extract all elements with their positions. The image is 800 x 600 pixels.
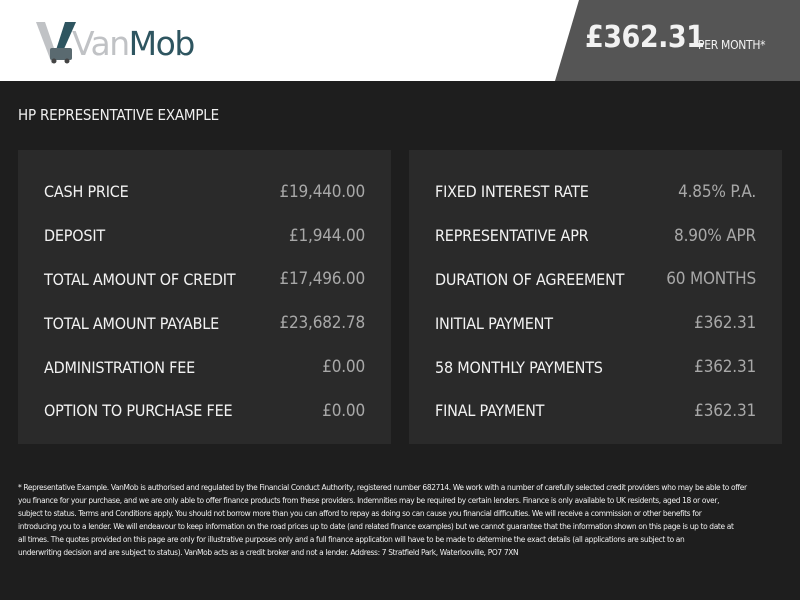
finance-label: INITIAL PAYMENT [435, 313, 553, 333]
finance-row: TOTAL AMOUNT OF CREDIT £17,496.00 [44, 258, 365, 302]
logo-text: VanMob [72, 24, 195, 63]
finance-value: £23,682.78 [279, 313, 365, 334]
finance-value: £0.00 [322, 357, 365, 378]
finance-label: OPTION TO PURCHASE FEE [44, 401, 233, 421]
finance-value: £1,944.00 [288, 225, 365, 246]
disclaimer-line: introducing you to a lender. We will end… [18, 521, 734, 531]
finance-row: TOTAL AMOUNT PAYABLE £23,682.78 [44, 301, 365, 345]
finance-label: ADMINISTRATION FEE [44, 357, 196, 377]
finance-label: FINAL PAYMENT [435, 401, 545, 421]
finance-label: REPRESENTATIVE APR [435, 226, 589, 246]
finance-value: £19,440.00 [279, 181, 365, 202]
finance-value: 8.90% APR [674, 225, 756, 246]
finance-panel-right: FIXED INTEREST RATE 4.85% P.A. REPRESENTAT… [409, 150, 782, 444]
finance-row: REPRESENTATIVE APR 8.90% APR [435, 214, 756, 258]
finance-value: £0.00 [322, 400, 365, 421]
disclaimer-line: all times. The quotes provided on this p… [18, 534, 685, 544]
finance-panel-left: CASH PRICE £19,440.00 DEPOSIT £1,944.00 TOTA… [18, 150, 391, 444]
finance-row: FINAL PAYMENT £362.31 [435, 389, 756, 433]
finance-row: CASH PRICE £19,440.00 [44, 170, 365, 214]
disclaimer-line: subject to status. Terms and Conditions … [18, 508, 702, 518]
monthly-price-box: £362.31 PER MONTH* [555, 0, 800, 81]
finance-label: FIXED INTEREST RATE [435, 182, 589, 202]
per-month-label: PER MONTH* [698, 38, 766, 52]
vanmob-logo[interactable]: VanMob [36, 18, 195, 64]
monthly-price: £362.31 [585, 20, 705, 55]
header: VanMob £362.31 PER MONTH* [0, 0, 800, 81]
finance-row: 58 MONTHLY PAYMENTS £362.31 [435, 345, 756, 389]
disclaimer-line: you finance for your purchase, and we ar… [18, 495, 720, 505]
finance-label: CASH PRICE [44, 182, 129, 202]
finance-label: TOTAL AMOUNT PAYABLE [44, 313, 219, 333]
finance-label: 58 MONTHLY PAYMENTS [435, 357, 603, 377]
disclaimer: * Representative Example. VanMob is auth… [18, 481, 788, 559]
finance-value: 60 MONTHS [666, 269, 756, 290]
finance-row: FIXED INTEREST RATE 4.85% P.A. [435, 170, 756, 214]
finance-label: DEPOSIT [44, 226, 105, 246]
finance-row: DURATION OF AGREEMENT 60 MONTHS [435, 258, 756, 302]
finance-label: TOTAL AMOUNT OF CREDIT [44, 269, 236, 289]
disclaimer-line: underwriting decision and are subject to… [18, 547, 519, 557]
finance-value: £17,496.00 [279, 269, 365, 290]
finance-row: INITIAL PAYMENT £362.31 [435, 301, 756, 345]
section-title: HP REPRESENTATIVE EXAMPLE [18, 106, 219, 124]
finance-row: OPTION TO PURCHASE FEE £0.00 [44, 389, 365, 433]
finance-row: ADMINISTRATION FEE £0.00 [44, 345, 365, 389]
finance-value: 4.85% P.A. [678, 181, 756, 202]
finance-value: £362.31 [694, 400, 756, 421]
finance-row: DEPOSIT £1,944.00 [44, 214, 365, 258]
disclaimer-line: * Representative Example. VanMob is auth… [18, 482, 747, 492]
van-v-logo-icon [36, 22, 76, 64]
finance-value: £362.31 [694, 357, 756, 378]
finance-value: £362.31 [694, 313, 756, 334]
finance-label: DURATION OF AGREEMENT [435, 269, 625, 289]
